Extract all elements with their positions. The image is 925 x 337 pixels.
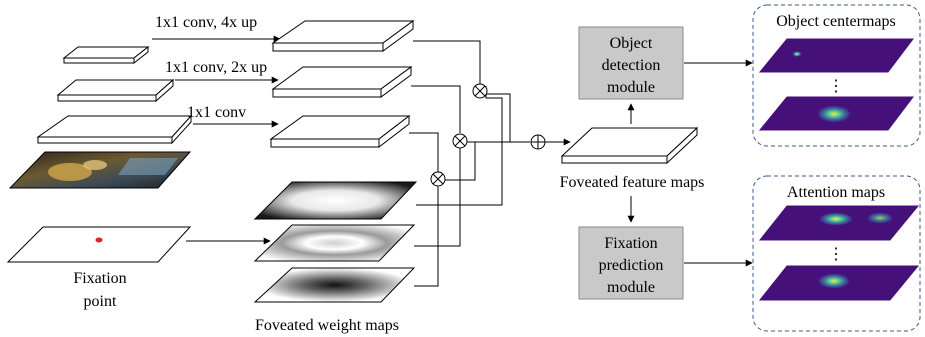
fixation-point-plane <box>6 226 192 263</box>
upsampled-feature-layer-2 <box>271 66 413 98</box>
object-detection-module-line1: Object <box>610 35 653 52</box>
foveated-weight-maps-label: Foveated weight maps <box>255 317 399 334</box>
fixation-point-label-line2: point <box>84 293 117 310</box>
centermap-1 <box>758 38 915 73</box>
attention-maps-panel <box>752 175 921 332</box>
object-detection-module: Object detection module <box>578 26 684 100</box>
feature-layer-large <box>36 114 193 145</box>
feature-layer-small <box>62 45 150 65</box>
upsampled-feature-layer-1 <box>271 20 415 52</box>
object-detection-module-line2: detection <box>602 57 661 74</box>
fixation-prediction-module-line2: prediction <box>599 257 664 274</box>
module-arrows <box>627 59 753 267</box>
routing-lines <box>409 40 571 287</box>
attention-map-ellipsis: ⋮ <box>828 246 844 263</box>
multiply-operator-1 <box>472 83 488 99</box>
feature-layer-medium <box>56 78 175 103</box>
multiply-operator-2 <box>452 133 468 149</box>
foveated-feature-maps-label: Foveated feature maps <box>560 174 705 191</box>
fixation-point-label-line1: Fixation <box>73 270 126 287</box>
fixation-prediction-module-line1: Fixation <box>604 235 657 252</box>
upsampled-feature-layer-3 <box>269 114 411 149</box>
centermap-ellipsis: ⋮ <box>828 78 844 95</box>
conv-arrows <box>152 35 281 245</box>
conv-4x-label: 1x1 conv, 4x up <box>155 14 257 31</box>
multiply-operator-3 <box>430 171 446 187</box>
weight-map-3 <box>253 267 416 303</box>
input-image <box>8 151 192 189</box>
conv-1x-label: 1x1 conv <box>187 104 246 121</box>
foveated-feature-map <box>560 126 699 165</box>
attention-map-1 <box>758 205 920 241</box>
attention-maps-label: Attention maps <box>787 184 885 201</box>
fixation-point-marker <box>95 237 103 243</box>
centermap-2 <box>758 96 915 131</box>
object-detection-module-line3: module <box>607 79 655 96</box>
object-centermaps-label: Object centermaps <box>776 13 896 30</box>
object-centermaps-panel <box>752 4 921 147</box>
weight-map-2 <box>253 224 416 262</box>
fixation-prediction-module-line3: module <box>607 279 655 296</box>
attention-map-2 <box>758 265 920 301</box>
add-operator <box>530 134 546 150</box>
fixation-prediction-module: Fixation prediction module <box>578 226 684 300</box>
weight-map-1 <box>253 181 418 220</box>
conv-2x-label: 1x1 conv, 2x up <box>165 59 267 76</box>
